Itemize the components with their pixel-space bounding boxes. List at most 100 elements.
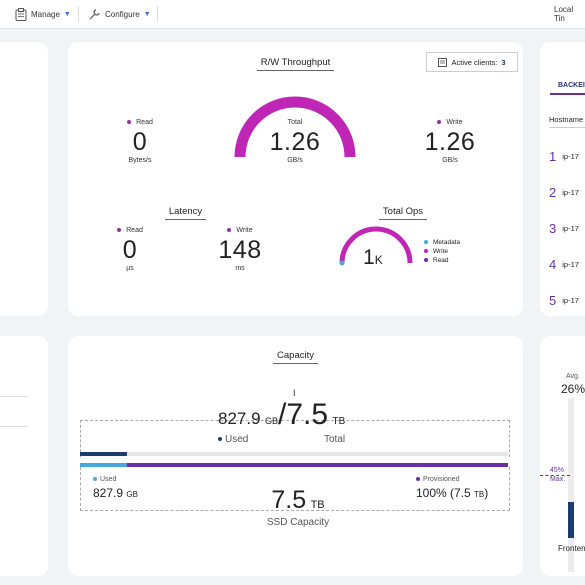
list-item[interactable]: 5 ip-17 bbox=[549, 292, 579, 308]
ssd-capacity-bar bbox=[80, 463, 508, 467]
write-label: Write bbox=[446, 119, 463, 126]
ssd-capacity-used-fill bbox=[80, 463, 128, 467]
total-ops-title: Total Ops bbox=[378, 206, 428, 220]
list-item[interactable]: 3 ip-17 bbox=[549, 220, 579, 236]
toolbar-divider bbox=[157, 6, 158, 22]
total-capacity-bar bbox=[80, 452, 508, 456]
left-card-bottom bbox=[0, 336, 48, 576]
read-label: Read bbox=[136, 119, 153, 126]
total-ops-value: 1K bbox=[363, 246, 383, 269]
top-toolbar: Manage ▼ Configure ▼ Local Tin bbox=[0, 0, 585, 29]
total-unit: GB/s bbox=[287, 157, 303, 164]
configure-label: Configure bbox=[105, 9, 140, 19]
avg-value: 26% bbox=[561, 382, 585, 396]
wrench-icon bbox=[89, 8, 100, 19]
total-ops-write-arc bbox=[339, 226, 413, 264]
latency-read-value: 0 bbox=[122, 236, 138, 264]
total-capacity-used-fill bbox=[80, 452, 128, 456]
text-cursor-icon: I bbox=[293, 388, 296, 398]
max-marker bbox=[540, 475, 570, 476]
latency-write-dot bbox=[227, 228, 232, 233]
ssd-used-value: 827.9 bbox=[93, 486, 124, 500]
latency-read-dot bbox=[117, 228, 122, 233]
read-value: 0 bbox=[132, 128, 148, 156]
chevron-down-icon: ▼ bbox=[143, 10, 151, 18]
latency-write-value: 148 bbox=[218, 236, 262, 264]
active-clients-badge[interactable]: Active clients: 3 bbox=[426, 52, 518, 72]
throughput-gauge-arc bbox=[234, 96, 356, 158]
legend-read: Read bbox=[424, 256, 460, 265]
throughput-card: R/W Throughput Active clients: 3 Read 0 … bbox=[68, 42, 523, 316]
document-icon bbox=[438, 57, 448, 67]
latency-write-unit: ms bbox=[235, 265, 245, 272]
capacity-summary-box bbox=[80, 420, 510, 457]
latency-write: Write 148 ms bbox=[200, 227, 280, 272]
total-ops-legend: Metadata Write Read bbox=[424, 238, 460, 265]
manage-menu[interactable]: Manage ▼ bbox=[15, 0, 71, 28]
backend-tab[interactable]: BACKEI bbox=[550, 82, 585, 95]
divider bbox=[0, 396, 28, 397]
ssd-detail-box bbox=[80, 467, 510, 511]
total-unit: TB bbox=[332, 416, 346, 427]
write-dot bbox=[437, 120, 442, 125]
throughput-title: R/W Throughput bbox=[256, 57, 335, 71]
slash: / bbox=[278, 398, 287, 431]
clipboard-icon bbox=[15, 7, 27, 21]
active-clients-value: 3 bbox=[501, 57, 506, 67]
total-throughput: Total 1.26 GB/s bbox=[245, 119, 345, 164]
total-value: 1.26 bbox=[269, 128, 321, 156]
ssd-value: 7.5 bbox=[271, 486, 307, 514]
used-unit: GB bbox=[265, 416, 279, 426]
capacity-title: Capacity bbox=[273, 350, 318, 364]
read-throughput: Read 0 Bytes/s bbox=[100, 119, 180, 164]
max-indicator: 45% Max. bbox=[550, 467, 566, 483]
ssd-capacity: 7.5 TB SSD Capacity bbox=[238, 486, 358, 528]
legend-metadata: Metadata bbox=[424, 238, 460, 247]
frontend-usage-bar bbox=[568, 398, 574, 572]
latency-write-label: Write bbox=[236, 227, 253, 234]
latency-title: Latency bbox=[164, 206, 207, 220]
configure-menu[interactable]: Configure ▼ bbox=[88, 0, 151, 28]
capacity-summary: 827.9 GB/7.5 TB bbox=[218, 398, 345, 432]
write-unit: GB/s bbox=[442, 157, 458, 164]
write-throughput: Write 1.26 GB/s bbox=[410, 119, 490, 164]
backend-list: 1 ip-17 2 ip-17 3 ip-17 4 ip-17 5 ip-17 bbox=[549, 138, 579, 318]
manage-label: Manage bbox=[31, 9, 60, 19]
total-ops-suffix: K bbox=[374, 253, 383, 267]
frontend-usage-fill bbox=[568, 502, 574, 538]
hostname-header: Hostname bbox=[549, 115, 585, 128]
provisioned-value: 100% (7.5 bbox=[416, 486, 471, 500]
used-legend: Used bbox=[218, 434, 248, 445]
chevron-down-icon: ▼ bbox=[63, 10, 71, 18]
throughput-gauge bbox=[234, 96, 356, 158]
provisioned-unit: TB bbox=[474, 490, 485, 499]
used-value: 827.9 bbox=[218, 409, 261, 428]
local-time-label[interactable]: Local Tin bbox=[554, 5, 574, 23]
latency-read-label: Read bbox=[126, 227, 143, 234]
ssd-used-unit: GB bbox=[126, 490, 138, 499]
capacity-card: Capacity I 827.9 GB/7.5 TB Used Total Us… bbox=[68, 336, 523, 576]
write-value: 1.26 bbox=[424, 128, 476, 156]
ssd-used: Used 827.9 GB bbox=[93, 476, 138, 500]
ssd-provisioned: Provisioned 100% (7.5 TB) bbox=[416, 476, 489, 500]
frontend-card: Avg. 26% 45% Max. Fronten bbox=[540, 336, 585, 576]
total-label: Total bbox=[324, 434, 346, 445]
total-ops-metadata-mark bbox=[339, 260, 345, 266]
list-item[interactable]: 1 ip-17 bbox=[549, 148, 579, 164]
read-unit: Bytes/s bbox=[128, 157, 152, 164]
list-item[interactable]: 2 ip-17 bbox=[549, 184, 579, 200]
list-item[interactable]: 4 ip-17 bbox=[549, 256, 579, 272]
avg-label: Avg. bbox=[566, 373, 580, 380]
read-dot bbox=[127, 120, 132, 125]
divider bbox=[0, 426, 28, 427]
toolbar-divider bbox=[78, 6, 79, 22]
active-clients-label: Active clients: bbox=[451, 57, 498, 67]
ssd-label: SSD Capacity bbox=[266, 517, 330, 528]
left-card-top bbox=[0, 42, 48, 316]
total-label: Total bbox=[287, 119, 303, 126]
latency-read-unit: µs bbox=[126, 265, 134, 272]
frontend-label: Fronten bbox=[558, 544, 585, 553]
legend-write: Write bbox=[424, 247, 460, 256]
backend-card: BACKEI Hostname 1 ip-17 2 ip-17 3 ip-17 4 ip… bbox=[540, 42, 585, 316]
total-value: 7.5 bbox=[286, 398, 329, 431]
